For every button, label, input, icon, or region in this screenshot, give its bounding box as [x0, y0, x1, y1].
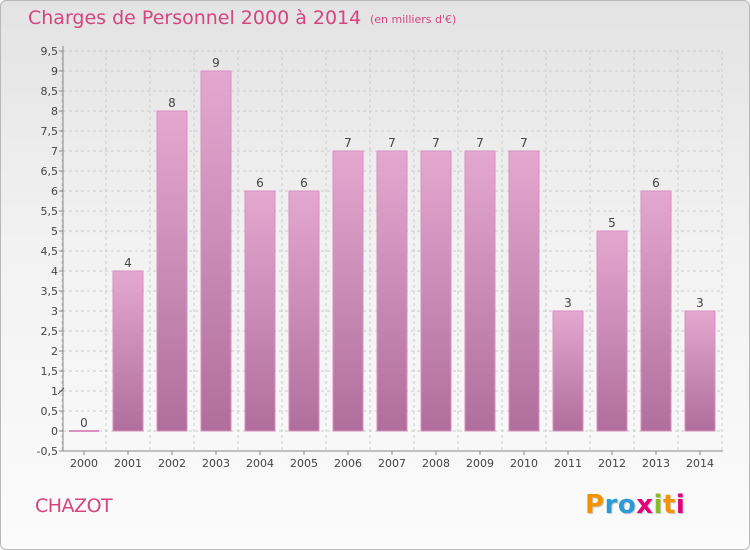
x-tick-label: 2012	[598, 457, 626, 470]
data-labels: 0 4 8 9 6 6 7 7 7 7 7 3 5 6 3	[80, 56, 704, 430]
y-tick-label: -0,5	[37, 445, 58, 458]
bar-2005	[288, 190, 320, 432]
data-label: 0	[80, 416, 88, 430]
logo-letter: i	[675, 490, 686, 520]
logo-letter: t	[662, 490, 676, 520]
bar-2007	[376, 150, 408, 432]
data-label: 7	[476, 136, 484, 150]
x-tick-label: 2009	[466, 457, 494, 470]
x-tick-label: 2002	[158, 457, 186, 470]
data-label: 9	[212, 56, 220, 70]
x-tick-label: 2000	[70, 457, 98, 470]
x-tick-label: 2014	[686, 457, 714, 470]
logo-letter: P	[585, 490, 605, 520]
data-label: 4	[124, 256, 132, 270]
x-tick-label: 2013	[642, 457, 670, 470]
x-tick-labels: 2000 2001 2002 2003 2004 2005 2006 2007 2008 2009…	[70, 457, 714, 470]
x-tick-label: 2007	[378, 457, 406, 470]
bar-2011	[552, 310, 584, 432]
y-tick-label: 2	[51, 345, 58, 358]
bar-2006	[332, 150, 364, 432]
x-tick-label: 2001	[114, 457, 142, 470]
data-label: 3	[696, 296, 704, 310]
y-tick-label: 3	[51, 305, 58, 318]
x-tick-label: 2011	[554, 457, 582, 470]
bars	[69, 70, 716, 432]
logo-letter: r	[604, 490, 618, 520]
y-tick-label: 4	[51, 265, 58, 278]
y-tick-label: 6	[51, 185, 58, 198]
bar-2004	[244, 190, 276, 432]
y-tick-label: 1,5	[41, 365, 59, 378]
y-tick-label: 9,5	[41, 45, 59, 58]
chart-title: Charges de Personnel 2000 à 2014	[28, 7, 362, 29]
y-tick-label: 8	[51, 105, 58, 118]
bar-2014	[684, 310, 716, 432]
data-label: 6	[652, 176, 660, 190]
logo-letter: o	[617, 490, 637, 520]
bar-2008	[420, 150, 452, 432]
y-tick-label: 5	[51, 225, 58, 238]
bar-2002	[156, 110, 188, 432]
x-tick-label: 2006	[334, 457, 362, 470]
y-tick-label: 9	[51, 65, 58, 78]
x-tick-label: 2004	[246, 457, 274, 470]
y-tick-label: 7	[51, 145, 58, 158]
bar-2001	[112, 270, 144, 432]
bar-2003	[200, 70, 232, 432]
data-label: 8	[168, 96, 176, 110]
y-tick-label: 6,5	[41, 165, 59, 178]
x-tick-label: 2010	[510, 457, 538, 470]
y-tick-label: 3,5	[41, 285, 59, 298]
data-label: 5	[608, 216, 616, 230]
y-tick-label: 2,5	[41, 325, 59, 338]
data-label: 3	[564, 296, 572, 310]
data-label: 7	[520, 136, 528, 150]
y-tick-label: 4,5	[41, 245, 59, 258]
data-label: 6	[256, 176, 264, 190]
bar-2012	[596, 230, 628, 432]
y-tick-label: 7,5	[41, 125, 59, 138]
x-tick-label: 2003	[202, 457, 230, 470]
y-tick-label: 0	[51, 425, 58, 438]
y-tick-label: 8,5	[41, 85, 59, 98]
axis-break-mark	[57, 387, 65, 395]
y-tick-label: 5,5	[41, 205, 59, 218]
y-tick-labels: -0,5 0 0,5 1 1,5 2 2,5 3 3,5 4 4,5 5 5,5 6 6,5 7 7,5 8 8,5…	[37, 45, 58, 458]
bar-2013	[640, 190, 672, 432]
x-tick-label: 2008	[422, 457, 450, 470]
y-tick-label: 0,5	[41, 405, 59, 418]
chart-unit: (en milliers d'€)	[370, 13, 457, 26]
logo-letter: i	[653, 490, 663, 520]
data-label: 7	[388, 136, 396, 150]
axes	[57, 46, 723, 455]
commune-name: CHAZOT	[35, 495, 113, 517]
data-label: 7	[432, 136, 440, 150]
bar-2009	[464, 150, 496, 432]
x-tick-label: 2005	[290, 457, 318, 470]
data-label: 7	[344, 136, 352, 150]
bar-2010	[508, 150, 540, 432]
proxiti-logo: Proxiti	[585, 490, 685, 520]
logo-letter: x	[636, 490, 654, 520]
y-tick-label: 1	[51, 385, 58, 398]
data-label: 6	[300, 176, 308, 190]
